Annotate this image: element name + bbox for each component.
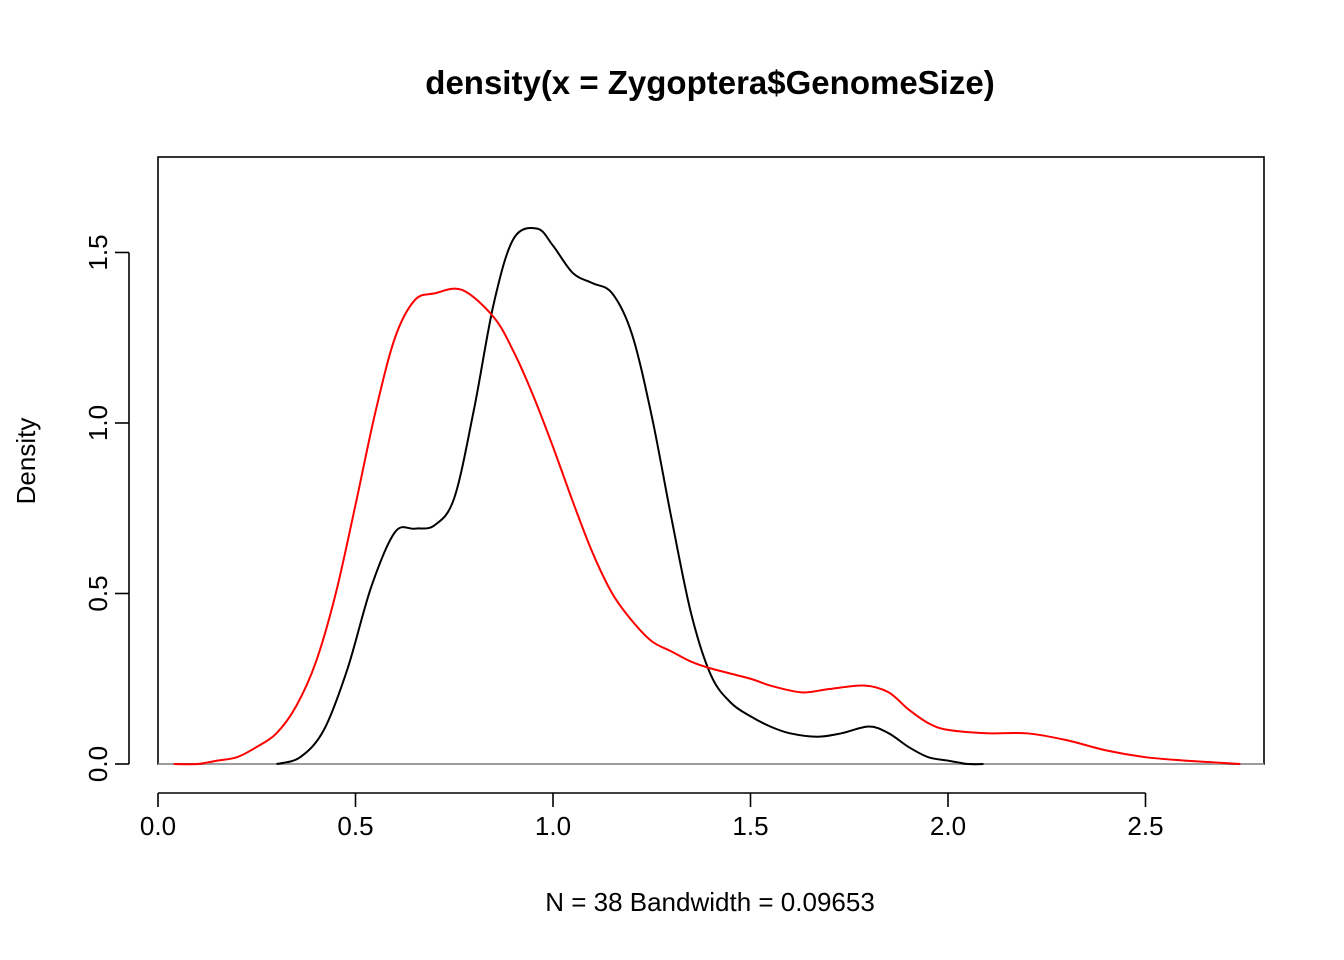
y-tick-label: 1.0 <box>83 405 113 441</box>
x-tick-label: 0.0 <box>140 811 176 841</box>
density-line-red <box>173 287 1241 766</box>
x-axis-label: N = 38 Bandwidth = 0.09653 <box>545 887 875 917</box>
y-tick-label: 0.0 <box>83 746 113 782</box>
y-tick-label: 0.5 <box>83 575 113 611</box>
x-tick-label: 2.0 <box>930 811 966 841</box>
y-tick-label: 1.5 <box>83 234 113 270</box>
x-tick-label: 1.0 <box>535 811 571 841</box>
x-tick-label: 0.5 <box>337 811 373 841</box>
chart-title: density(x = Zygoptera$GenomeSize) <box>425 64 994 101</box>
density-line-black <box>276 226 984 766</box>
y-axis: 0.0 0.5 1.0 1.5 <box>83 234 130 782</box>
density-curves <box>173 226 1241 766</box>
x-tick-label: 1.5 <box>732 811 768 841</box>
y-axis-label: Density <box>11 418 41 505</box>
x-axis: 0.0 0.5 1.0 1.5 2.0 2.5 <box>140 792 1164 841</box>
x-tick-label: 2.5 <box>1127 811 1163 841</box>
